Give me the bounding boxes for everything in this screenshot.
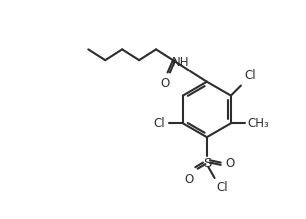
Text: NH: NH xyxy=(172,57,189,69)
Text: CH₃: CH₃ xyxy=(248,117,270,130)
Text: S: S xyxy=(203,157,211,170)
Text: O: O xyxy=(225,157,235,170)
Text: Cl: Cl xyxy=(216,181,228,194)
Text: Cl: Cl xyxy=(154,117,165,130)
Text: O: O xyxy=(185,173,194,185)
Text: Cl: Cl xyxy=(245,69,256,83)
Text: O: O xyxy=(161,77,170,90)
